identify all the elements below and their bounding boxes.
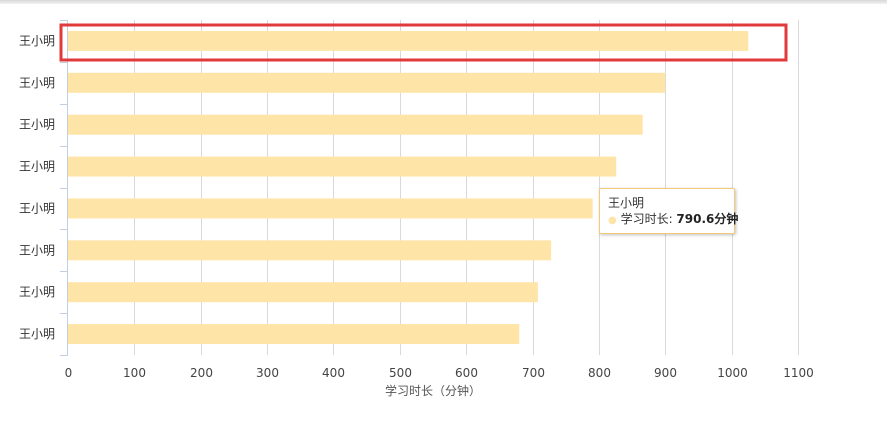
data-tooltip: 王小明 ● 学习时长: 790.6分钟 xyxy=(599,188,738,234)
category-label: 王小明 xyxy=(19,34,55,48)
bar xyxy=(68,30,749,51)
category-label: 王小明 xyxy=(19,160,55,174)
bar xyxy=(68,282,538,303)
x-tick-label: 300 xyxy=(256,366,279,380)
series-dot-icon: ● xyxy=(608,215,617,226)
bar xyxy=(68,72,666,93)
bar xyxy=(68,324,520,345)
bar xyxy=(68,198,593,219)
category-label: 王小明 xyxy=(19,243,55,257)
bars xyxy=(68,30,749,345)
x-tick-label: 400 xyxy=(322,366,345,380)
tooltip-series-label: 学习时长: xyxy=(620,212,677,226)
x-tick-label: 100 xyxy=(123,366,146,380)
bar xyxy=(68,156,617,177)
x-tick-label: 500 xyxy=(389,366,412,380)
x-tick-label: 200 xyxy=(190,366,213,380)
axes xyxy=(60,20,68,356)
bar xyxy=(68,240,552,261)
x-tick-label: 1000 xyxy=(717,366,748,380)
category-label: 王小明 xyxy=(19,285,55,299)
tooltip-value: 790.6分钟 xyxy=(676,212,739,226)
category-label: 王小明 xyxy=(19,327,55,341)
x-tick-label: 0 xyxy=(65,366,73,380)
x-tick-labels: 0 100 200 300 400 500 600 700 800 900 1000 1100 xyxy=(65,366,814,380)
x-axis-title: 学习时长（分钟） xyxy=(385,383,481,398)
highlight-box xyxy=(59,23,788,62)
x-tick-label: 1100 xyxy=(783,366,814,380)
x-tick-label: 900 xyxy=(654,366,677,380)
x-tick-label: 800 xyxy=(588,366,611,380)
category-label: 王小明 xyxy=(19,118,55,132)
bar xyxy=(68,114,643,135)
category-label: 王小明 xyxy=(19,76,55,90)
x-tick-label: 600 xyxy=(455,366,478,380)
tooltip-row: ● 学习时长: 790.6分钟 xyxy=(608,211,738,229)
x-tick-label: 700 xyxy=(522,366,545,380)
window-top-border xyxy=(0,0,887,4)
tooltip-category: 王小明 xyxy=(608,196,645,210)
category-label: 王小明 xyxy=(19,201,55,215)
